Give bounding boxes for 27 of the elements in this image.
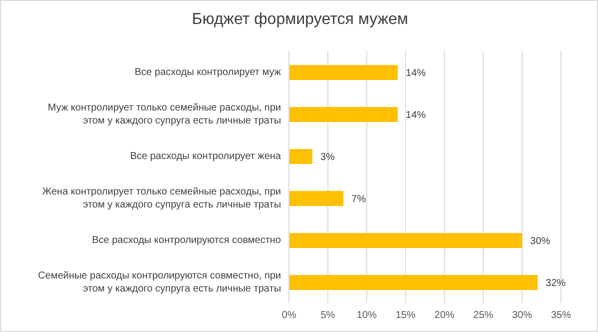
x-tick-label: 35% [550, 310, 572, 322]
data-label: 32% [546, 278, 566, 290]
bar [289, 149, 312, 164]
bar [289, 191, 344, 206]
x-tick-label: 15% [396, 310, 416, 322]
bar [289, 107, 398, 122]
data-label: 14% [406, 110, 426, 122]
x-tick-label: 10% [356, 310, 377, 322]
bar [289, 275, 538, 290]
x-tick-label: 5% [320, 310, 336, 322]
data-label: 14% [406, 68, 426, 80]
bar [289, 233, 522, 248]
x-tick-label: 25% [473, 310, 494, 322]
data-label: 3% [320, 152, 335, 164]
y-tick-label: Все расходы контролирует жена [130, 150, 282, 162]
y-tick-label: Семейные расходы контролируются совместно, при этом у каждого супруга есть личные траты [38, 270, 281, 294]
y-tick-label: Жена контролирует только семейные расходы, при этом у каждого супруга есть личные траты [42, 186, 281, 210]
data-label: 7% [351, 194, 366, 206]
x-tick-label: 0% [282, 310, 296, 322]
chart-title: Бюджет формируется мужем [190, 11, 410, 29]
y-tick-label: Все расходы контролирует муж [134, 66, 282, 78]
y-tick-label: Все расходы контролируются совместно [92, 234, 282, 246]
x-tick-label: 30% [512, 310, 532, 322]
x-tick-label: 20% [434, 310, 455, 322]
data-label: 30% [530, 236, 550, 248]
y-tick-label: Муж контролирует только семейные расходы, при этом у каждого супруга есть личные траты [48, 102, 281, 126]
bar [289, 65, 398, 80]
